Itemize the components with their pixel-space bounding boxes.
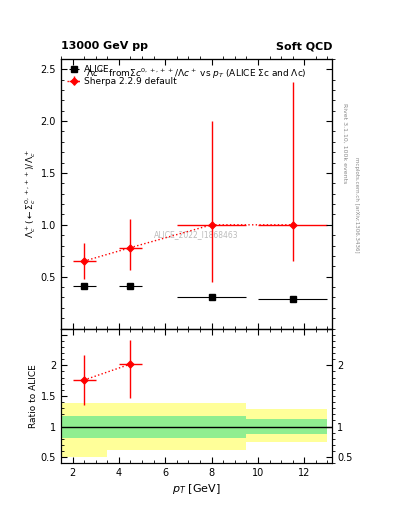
Text: 13000 GeV pp: 13000 GeV pp xyxy=(61,41,148,51)
Text: Rivet 3.1.10, 100k events: Rivet 3.1.10, 100k events xyxy=(343,103,348,183)
Text: $\Lambda c^+$ from$\Sigma c^{0,+,++}/\Lambda c^+$ vs $p_T$ (ALICE $\Sigma$c and : $\Lambda c^+$ from$\Sigma c^{0,+,++}/\La… xyxy=(86,67,307,81)
Y-axis label: $\Lambda_c^+(\leftarrow\Sigma_c^{0,+,++})/\Lambda_c^+$: $\Lambda_c^+(\leftarrow\Sigma_c^{0,+,++}… xyxy=(23,149,38,238)
Text: ALICE_2022_I1868463: ALICE_2022_I1868463 xyxy=(154,230,239,239)
Legend: ALICE, Sherpa 2.2.9 default: ALICE, Sherpa 2.2.9 default xyxy=(65,63,179,88)
Y-axis label: Ratio to ALICE: Ratio to ALICE xyxy=(29,364,38,428)
Text: mcplots.cern.ch [arXiv:1306.3436]: mcplots.cern.ch [arXiv:1306.3436] xyxy=(354,157,359,252)
X-axis label: $p_T$ [GeV]: $p_T$ [GeV] xyxy=(172,482,221,497)
Text: Soft QCD: Soft QCD xyxy=(275,41,332,51)
